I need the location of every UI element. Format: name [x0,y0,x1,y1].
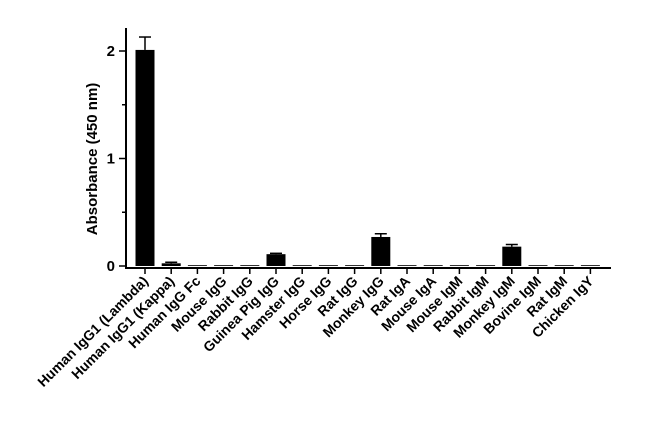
bar [554,265,574,266]
bar [502,246,522,266]
bar [423,265,443,266]
bar [161,263,181,266]
bar [187,265,207,266]
bar [528,265,548,266]
bar [266,254,286,266]
bar [371,236,391,266]
y-axis-label: Absorbance (450 nm) [84,83,101,236]
bar [476,265,496,266]
bar [580,265,600,266]
bar [135,49,155,266]
bars-layer [135,49,600,266]
bar [397,265,417,266]
y-tick-label: 1 [107,151,115,168]
y-tick-label: 0 [107,258,115,275]
bar [240,265,260,266]
bar [345,265,365,266]
axes-layer [119,28,611,274]
bar [318,265,338,266]
bar [214,265,234,266]
bar [449,265,469,266]
bar [292,265,312,266]
error-bars-layer [139,36,518,264]
y-tick-label: 2 [107,43,115,60]
